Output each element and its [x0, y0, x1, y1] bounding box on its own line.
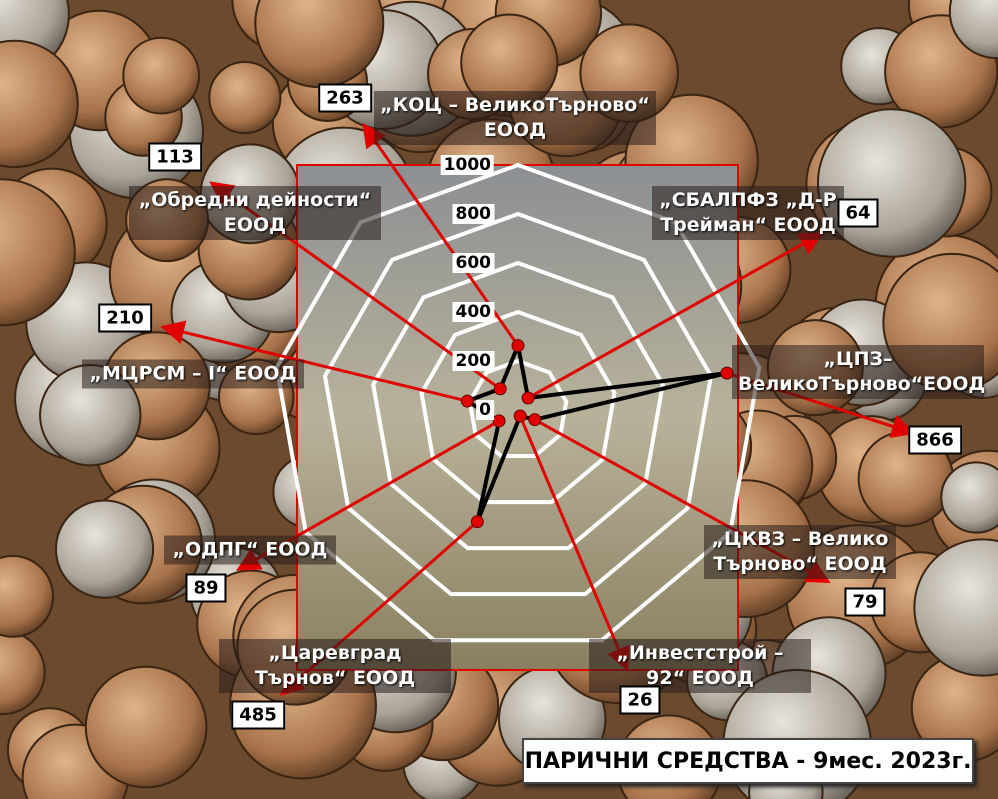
marker [470, 515, 484, 529]
grid-line [467, 358, 569, 459]
marker [528, 413, 542, 427]
coin [0, 629, 46, 716]
category-label: „Обредни дейности“ ЕООД [129, 186, 381, 240]
y-tick-label: 800 [452, 204, 494, 224]
category-label: „СБАЛПФЗ „Д-Р Трейман“ ЕООД [652, 186, 844, 240]
y-tick-label: 1000 [440, 155, 494, 175]
chart-title: ПАРИЧНИ СРЕДСТВА - 9мес. 2023г. [522, 738, 974, 784]
category-label: „Инвестстрой – 92“ ЕООД [589, 639, 811, 693]
marker [492, 414, 506, 428]
category-label: „КОЦ – ВеликоТърново“ ЕООД [374, 91, 656, 145]
category-label: „МЦРСМ – I“ ЕООД [82, 359, 304, 389]
grid-line [419, 309, 617, 505]
data-label: 79 [844, 587, 886, 617]
leader-arrow [527, 232, 824, 400]
marker [521, 391, 535, 405]
coin [948, 0, 998, 60]
coin [0, 555, 55, 638]
y-tick-label: 600 [452, 253, 494, 273]
grid-line [322, 211, 714, 597]
coin [208, 60, 282, 135]
marker [460, 394, 474, 408]
coin [84, 665, 208, 789]
marker [511, 339, 525, 353]
coin [54, 499, 155, 599]
coin [940, 461, 998, 534]
grid-line [274, 162, 762, 643]
y-tick-label: 400 [452, 302, 494, 322]
grid-line [371, 260, 665, 551]
data-label: 89 [185, 573, 227, 603]
category-label: „ОДПГ“ ЕООД [164, 535, 336, 565]
y-tick-label: 200 [452, 351, 494, 371]
coin [0, 178, 76, 327]
data-label: 866 [908, 425, 962, 455]
marker [493, 382, 507, 396]
data-label: 210 [98, 303, 152, 333]
data-label: 26 [619, 685, 661, 715]
coin [913, 538, 998, 677]
data-label: 263 [318, 83, 372, 113]
data-label: 64 [837, 198, 879, 228]
category-label: „Царевград Търнов“ ЕООД [219, 639, 451, 693]
category-label: „ЦКВЗ – Велико Търново“ ЕООД [704, 525, 896, 579]
coin [0, 39, 79, 169]
data-label: 113 [148, 142, 202, 172]
data-label: 485 [231, 700, 285, 730]
marker [513, 409, 527, 423]
category-label: „ЦПЗ–ВеликоТърново“ЕООД [732, 345, 985, 399]
leader-arrow [518, 415, 630, 672]
coin [122, 36, 200, 115]
y-tick-label: 0 [476, 400, 494, 420]
leader-arrow [160, 320, 468, 403]
radar-line [462, 338, 728, 523]
